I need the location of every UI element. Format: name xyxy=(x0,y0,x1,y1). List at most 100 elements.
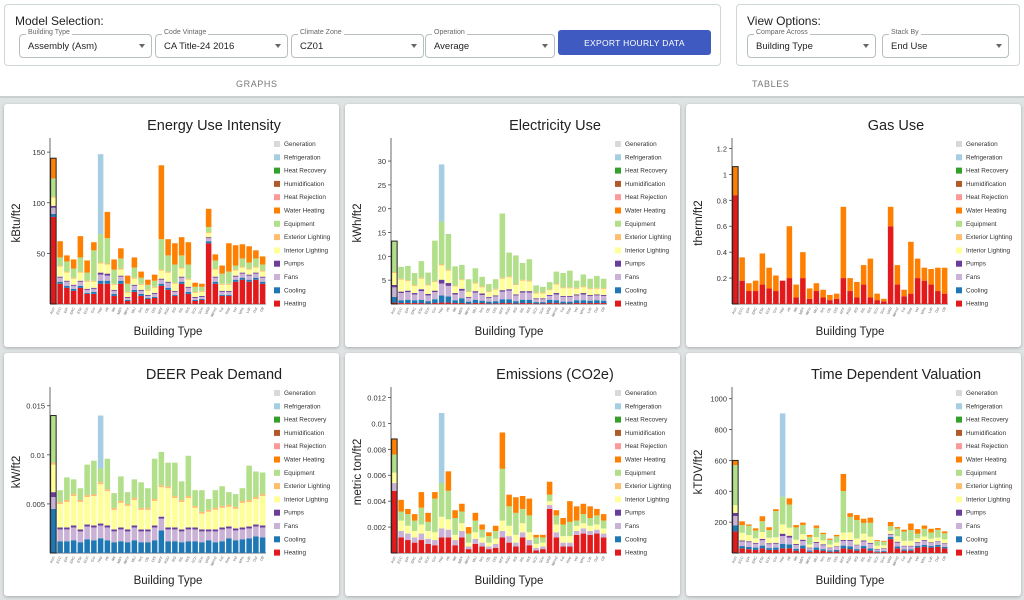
chart-card: DEER Peak Demand kW/ft2 Building Type 0.005… xyxy=(4,353,339,596)
control-bar: Model Selection: Building Type Assembly … xyxy=(0,0,1024,98)
legend-label: Cooling xyxy=(284,536,306,543)
bar-segment xyxy=(526,259,533,281)
bar-segment xyxy=(212,281,219,284)
x-tick-label: MFm xyxy=(464,556,471,565)
bar-segment xyxy=(50,196,57,198)
bar-segment xyxy=(151,287,158,293)
bar-segment xyxy=(64,281,70,286)
bar-segment xyxy=(908,549,914,551)
bar-segment xyxy=(519,523,526,533)
bar-segment xyxy=(580,528,587,534)
bar-segment xyxy=(766,537,772,544)
climate-zone-select[interactable]: Climate Zone CZ01 xyxy=(291,29,424,58)
bar-segment xyxy=(178,267,185,269)
bar-segment xyxy=(91,288,97,292)
bar-segment xyxy=(178,499,185,502)
bar-segment xyxy=(928,284,934,304)
bar-segment xyxy=(438,264,445,266)
bar-segment xyxy=(901,296,907,304)
bar-segment xyxy=(793,525,799,528)
bar-segment xyxy=(259,270,266,272)
bar-segment xyxy=(746,283,752,292)
bar-segment xyxy=(553,510,560,516)
legend-label: Heating xyxy=(625,550,647,557)
x-tick-label: Fst xyxy=(901,556,907,562)
bar-segment xyxy=(472,532,479,539)
legend-swatch xyxy=(956,456,962,463)
code-vintage-select[interactable]: Code Vintage CA Title-24 2016 xyxy=(155,29,288,58)
x-tick-label: MFm2 xyxy=(210,307,218,318)
bar-segment xyxy=(587,295,593,301)
bar-segment xyxy=(145,507,151,510)
bar-segment xyxy=(259,264,266,271)
bar-segment xyxy=(91,496,97,526)
building-type-select[interactable]: Building Type Assembly (Asm) xyxy=(19,29,152,58)
bar-segment xyxy=(894,527,901,529)
bar-segment xyxy=(928,538,934,543)
x-tick-label: MBT xyxy=(116,306,123,315)
bar-segment xyxy=(840,540,847,541)
bar-segment xyxy=(560,296,566,302)
operation-select[interactable]: Operation Average xyxy=(425,29,555,58)
legend-swatch xyxy=(274,247,280,254)
bar-segment xyxy=(138,482,144,508)
x-tick-label: ESe xyxy=(417,556,423,564)
bar-segment xyxy=(151,458,158,499)
bar-segment xyxy=(452,285,458,287)
x-tick-label: ECC xyxy=(738,306,745,315)
bar-segment xyxy=(806,298,813,304)
bar-segment xyxy=(239,488,246,501)
legend-label: Generation xyxy=(625,141,657,148)
bar-segment xyxy=(199,513,205,530)
bar-segment xyxy=(232,265,239,270)
bar-segment xyxy=(124,503,131,506)
bar-segment xyxy=(192,299,198,301)
bar-segment xyxy=(833,534,840,537)
bar-segment xyxy=(766,530,772,538)
bar-segment xyxy=(70,285,77,289)
bar-segment xyxy=(887,533,894,535)
tab-graphs[interactable]: GRAPHS xyxy=(236,79,278,89)
bar-segment xyxy=(860,541,867,547)
x-tick-label: RtS xyxy=(867,306,873,314)
x-tick-label: RFF xyxy=(498,555,505,564)
bar-segment xyxy=(739,525,745,533)
bar-segment xyxy=(806,544,813,548)
bar-segment xyxy=(513,497,519,513)
stack-by-select[interactable]: Stack By End Use xyxy=(882,29,1009,58)
bar-segment xyxy=(418,303,425,304)
bar-segment xyxy=(205,208,212,228)
bar-segment xyxy=(546,508,553,553)
legend-swatch xyxy=(956,403,962,410)
bar-segment xyxy=(567,521,573,537)
bar-segment xyxy=(587,518,593,526)
bar-segment xyxy=(594,524,600,530)
bar-segment xyxy=(158,165,165,240)
bar-segment xyxy=(773,542,779,544)
bar-segment xyxy=(519,508,526,524)
legend-label: Heat Recovery xyxy=(625,168,668,175)
x-tick-label: Off xyxy=(259,556,265,562)
bar-segment xyxy=(820,540,826,545)
bar-segment xyxy=(70,527,77,541)
bar-segment xyxy=(847,546,853,550)
bar-segment xyxy=(205,241,212,244)
bar-segment xyxy=(492,547,499,553)
bar-segment xyxy=(118,248,124,259)
x-tick-label: Nrs xyxy=(138,307,144,314)
tab-tables[interactable]: TABLES xyxy=(752,79,790,89)
compare-across-select[interactable]: Compare Across Building Type xyxy=(747,29,876,58)
bar-segment xyxy=(492,295,499,297)
bar-segment xyxy=(104,525,111,528)
bar-segment xyxy=(465,533,472,543)
bar-segment xyxy=(540,302,546,304)
bar-segment xyxy=(567,536,573,543)
bar-segment xyxy=(172,264,178,283)
bar-segment xyxy=(928,546,934,548)
chevron-down-icon xyxy=(411,44,417,48)
bar-segment xyxy=(928,532,934,539)
x-tick-label: MLI xyxy=(131,307,137,314)
export-hourly-data-button[interactable]: EXPORT HOURLY DATA xyxy=(558,30,711,55)
x-tick-label: Rt3 xyxy=(512,307,518,314)
selected-bar-outline xyxy=(391,438,398,554)
